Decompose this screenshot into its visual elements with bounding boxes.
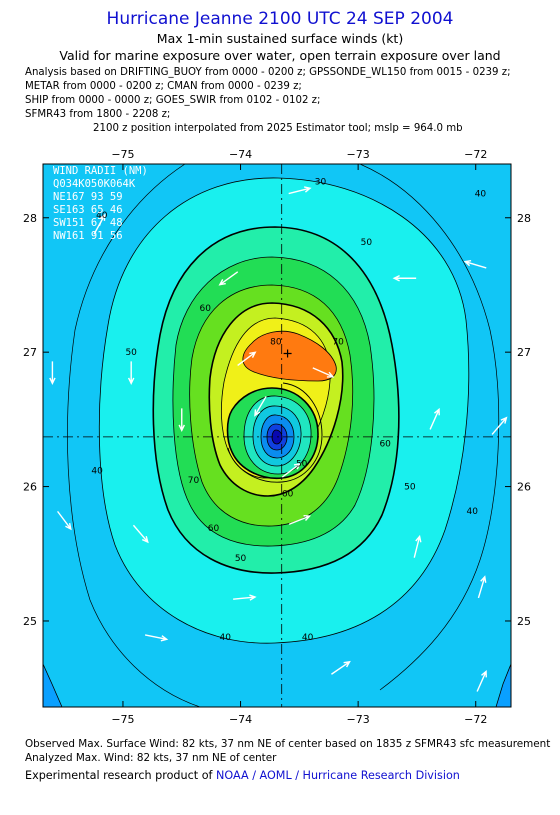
wind-vector-arrow [57, 510, 72, 531]
y-tick-label: 26 [23, 481, 37, 494]
wind-vector-arrow [477, 575, 487, 599]
y-tick-label: 25 [23, 615, 37, 628]
center-crosshair [43, 164, 511, 707]
x-tick-label: −72 [464, 713, 487, 726]
wind-vector-arrow [237, 351, 257, 367]
chart-title: Hurricane Jeanne 2100 UTC 24 SEP 2004 [106, 9, 454, 29]
position-note: 2100 z position interpolated from 2025 E… [93, 123, 463, 134]
wind-vector-arrow [312, 367, 335, 378]
contour-label: 50 [235, 554, 247, 564]
analyzed-max-wind: Analyzed Max. Wind: 82 kts, 37 nm NE of … [25, 752, 277, 764]
wind-vector-arrow [218, 271, 239, 286]
x-tick-label: −75 [111, 713, 134, 726]
contour-label: 40 [220, 633, 232, 643]
y-tick-label: 28 [517, 212, 531, 225]
contour-label: 40 [475, 190, 487, 200]
wind-vector-arrow [413, 534, 422, 558]
y-tick-label: 26 [517, 481, 531, 494]
contour-label: 60 [208, 524, 220, 534]
contour-label: 60 [282, 489, 294, 499]
wind-radii-table: WIND RADII (NM) Q034K050K064K NE167 93 5… [53, 165, 148, 242]
wind-radii-row: SW151 67 48 [53, 217, 123, 229]
x-tick-label: −72 [464, 148, 487, 161]
analysis-line: SHIP from 0000 - 0000 z; GOES_SWIR from … [25, 95, 321, 106]
max-wind-marker [283, 349, 292, 358]
chart-subtitle-exposure: Valid for marine exposure over water, op… [59, 48, 501, 63]
contour-label: 70 [188, 476, 200, 486]
wind-vectors [49, 186, 508, 692]
wind-vector-arrow [127, 361, 135, 385]
wind-vector-arrow [233, 594, 257, 601]
low-wind-region [495, 663, 511, 707]
y-tick-label: 25 [517, 615, 531, 628]
contour-label: 30 [315, 177, 327, 187]
y-tick-label: 27 [23, 346, 37, 359]
contour-label: 60 [379, 440, 391, 450]
contour-label: 40 [91, 466, 103, 476]
eye-contour-lines [227, 382, 323, 483]
contour-label: 40 [466, 507, 478, 517]
wind-vector-arrow [132, 524, 149, 544]
contour-30kt-line [359, 164, 500, 691]
wind-vector-arrow [491, 416, 508, 435]
contour-labels: 40 40 40 40 40 40 50 50 50 50 60 60 60 60 70 70 80 50 30 [91, 177, 486, 643]
y-tick-label: 28 [23, 212, 37, 225]
contour-label: 50 [361, 238, 373, 248]
x-tick-label: −74 [229, 148, 252, 161]
x-tick-label: −75 [111, 148, 134, 161]
credit-prefix: Experimental research product of [25, 769, 217, 782]
axis-ticks: −75 −75 −74 −74 −73 −73 −72 −72 25 25 26 26 27 27 28 28 [23, 148, 531, 726]
wind-vector-arrow [331, 660, 351, 675]
contour-label: 50 [125, 348, 137, 358]
contour-label: 70 [332, 337, 344, 347]
wind-vector-arrow [288, 514, 312, 525]
chart-subtitle: Max 1-min sustained surface winds (kt) [156, 31, 404, 46]
wind-vector-arrow [144, 634, 169, 642]
wind-vector-arrow [476, 669, 487, 692]
wind-vector-arrow [392, 275, 417, 282]
low-wind-region [43, 663, 63, 707]
y-tick-label: 27 [517, 346, 531, 359]
observed-max-wind: Observed Max. Surface Wind: 82 kts, 37 n… [25, 738, 551, 750]
x-tick-label: −74 [229, 713, 252, 726]
wind-radii-header: Q034K050K064K [53, 178, 136, 190]
contour-field [43, 164, 511, 707]
contour-label: 60 [200, 304, 212, 314]
contour-label: 50 [404, 483, 416, 493]
x-tick-label: −73 [347, 713, 370, 726]
contour-30kt-line [67, 164, 201, 707]
contour-label: 50 [296, 460, 308, 470]
wind-radii-row: SE163 65 46 [53, 204, 123, 216]
max-wind-plus [283, 349, 292, 358]
plot-frame [42, 163, 512, 708]
wind-vector-arrow [281, 462, 302, 478]
contour-lines [67, 164, 500, 707]
contour-label: 40 [302, 633, 314, 643]
credit-org-link[interactable]: NOAA / AOML / Hurricane Research Divisio… [216, 769, 460, 782]
wind-vector-arrow [463, 260, 487, 269]
analysis-line: SFMR43 from 1800 - 2208 z; [25, 109, 171, 120]
analysis-line: Analysis based on DRIFTING_BUOY from 000… [25, 67, 511, 78]
wind-radii-row: NW161 91 56 [53, 230, 123, 242]
wind-vector-arrow [178, 408, 185, 432]
wind-vector-arrow [254, 396, 267, 417]
wind-radii-title: WIND RADII (NM) [53, 165, 148, 177]
contour-label: 80 [270, 337, 282, 347]
credit-line: Experimental research product of NOAA / … [25, 769, 460, 782]
wind-vector-arrow [288, 186, 312, 195]
wind-vector-arrow [429, 407, 440, 430]
analysis-line: METAR from 0000 - 0200 z; CMAN from 0000… [25, 81, 302, 92]
wind-vector-arrow [93, 213, 106, 235]
x-tick-label: −73 [347, 148, 370, 161]
wind-vector-arrow [49, 361, 56, 385]
contour-label: 40 [96, 211, 108, 221]
wind-radii-row: NE167 93 59 [53, 191, 123, 203]
